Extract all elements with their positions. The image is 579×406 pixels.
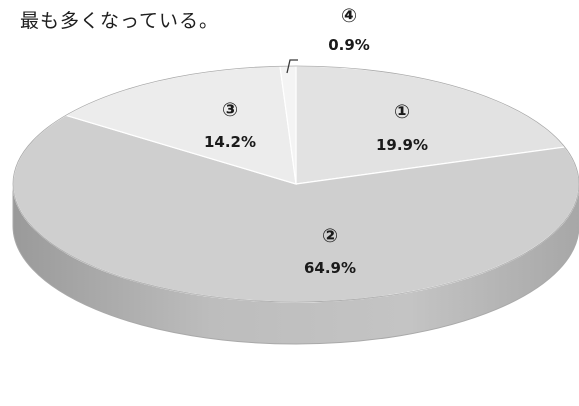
pie-rim: [12, 65, 579, 303]
slice-2-percent-label: 64.9%: [304, 259, 356, 277]
slice-4-number-label: ④: [341, 5, 357, 27]
pie-labels: ① 19.9% ② 64.9% ③ 14.2% ④ 0.9%: [204, 5, 428, 277]
slice-4-percent-label: 0.9%: [328, 36, 370, 54]
slice-3-percent-label: 14.2%: [204, 133, 256, 151]
slice-1-number-label: ①: [394, 101, 410, 123]
slice-2-number-label: ②: [322, 225, 338, 247]
slice-3-number-label: ③: [222, 99, 238, 121]
pie-slices: [12, 65, 579, 303]
slice-4-leader-line: [286, 59, 298, 74]
slice-1-percent-label: 19.9%: [376, 136, 428, 154]
caption-text: 最も多くなっている。: [20, 10, 220, 32]
